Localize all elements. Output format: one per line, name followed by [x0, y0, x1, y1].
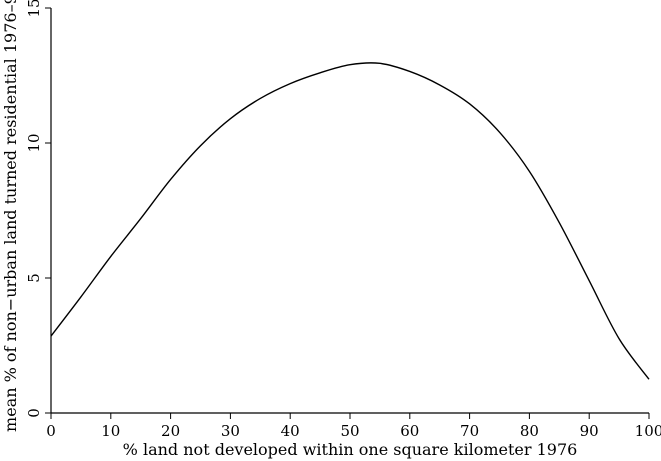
x-tick-label: 100: [635, 422, 661, 440]
x-tick-label: 40: [281, 422, 300, 440]
x-tick-label: 0: [46, 422, 56, 440]
x-tick-label: 90: [580, 422, 599, 440]
x-tick-label: 60: [400, 422, 419, 440]
x-axis-title: % land not developed within one square k…: [123, 440, 578, 459]
y-tick-label: 0: [25, 408, 43, 418]
tick-labels: 0 10 20 30 40 50 60 70 80 90 100 0 5 10 15: [25, 0, 661, 440]
x-tick-label: 70: [460, 422, 479, 440]
axes: [50, 8, 649, 414]
x-tick-label: 80: [520, 422, 539, 440]
y-axis-title: mean % of non−urban land turned resident…: [1, 0, 20, 432]
y-tick-label: 10: [25, 133, 43, 152]
x-tick-label: 50: [340, 422, 359, 440]
x-tick-label: 20: [161, 422, 180, 440]
ticks: [45, 7, 650, 419]
x-tick-label: 10: [101, 422, 120, 440]
y-tick-label: 15: [25, 0, 43, 18]
series-line: [50, 62, 650, 380]
series: [50, 62, 650, 380]
x-tick-label: 30: [221, 422, 240, 440]
y-tick-label: 5: [25, 273, 43, 283]
